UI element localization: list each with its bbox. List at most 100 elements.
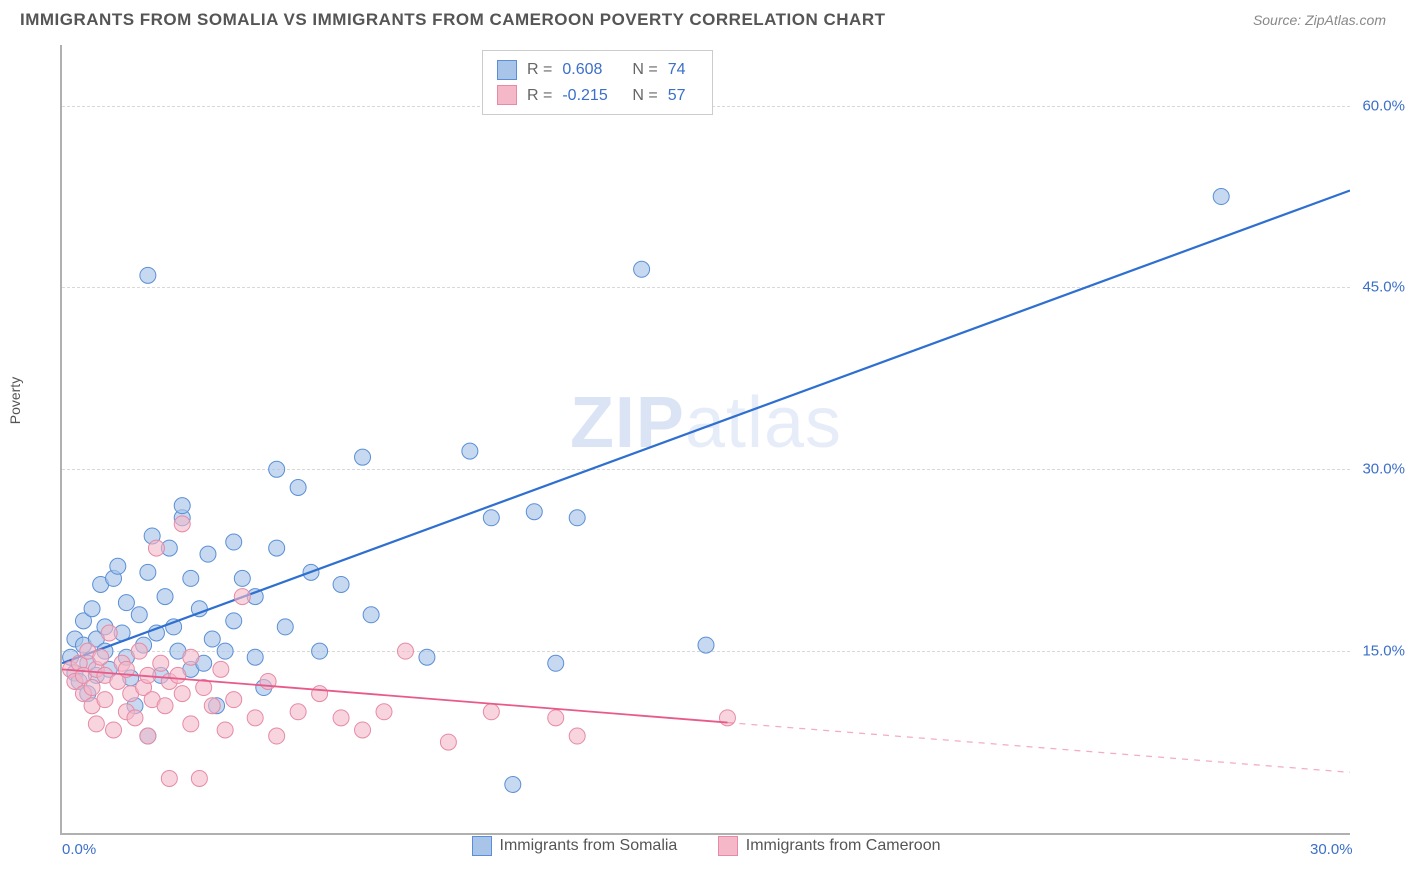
scatter-point [84,601,100,617]
watermark: ZIPatlas [570,382,842,464]
y-tick-label: 30.0% [1362,461,1405,478]
y-axis-label: Poverty [7,377,23,424]
scatter-point [217,722,233,738]
scatter-point [75,667,91,683]
scatter-point [174,510,190,526]
scatter-point [118,661,134,677]
scatter-point [183,716,199,732]
swatch-series-1 [497,85,517,105]
scatter-point [226,534,242,550]
bottom-legend: Immigrants from Somalia Immigrants from … [62,836,1350,861]
scatter-point [144,692,160,708]
scatter-point [118,704,134,720]
scatter-overlay [62,45,1350,833]
scatter-point [123,686,139,702]
scatter-point [148,625,164,641]
scatter-point [140,564,156,580]
scatter-point [196,680,212,696]
source-label: Source: ZipAtlas.com [1253,12,1386,28]
legend-swatch-1 [718,836,738,856]
chart-title: IMMIGRANTS FROM SOMALIA VS IMMIGRANTS FR… [20,10,886,30]
scatter-point [505,777,521,793]
scatter-point [355,449,371,465]
scatter-point [80,655,96,671]
scatter-point [101,661,117,677]
scatter-point [355,722,371,738]
legend-label-1: Immigrants from Cameroon [746,837,941,855]
scatter-point [376,704,392,720]
stats-row-series-0: R = 0.608 N = 74 [497,57,698,83]
scatter-point [204,698,220,714]
scatter-point [196,655,212,671]
scatter-point [84,698,100,714]
scatter-point [157,589,173,605]
legend-item-series-0: Immigrants from Somalia [472,836,678,856]
gridline [62,287,1350,288]
scatter-point [88,661,104,677]
scatter-point [191,770,207,786]
scatter-point [226,613,242,629]
y-tick-label: 15.0% [1362,643,1405,660]
scatter-point [67,673,83,689]
scatter-point [114,625,130,641]
scatter-point [569,728,585,744]
legend-item-series-1: Immigrants from Cameroon [718,836,941,856]
scatter-point [166,619,182,635]
scatter-point [719,710,735,726]
scatter-point [140,728,156,744]
scatter-point [127,710,143,726]
scatter-point [80,686,96,702]
scatter-point [569,510,585,526]
scatter-point [67,631,83,647]
scatter-point [97,619,113,635]
scatter-point [153,667,169,683]
scatter-point [209,698,225,714]
scatter-point [161,540,177,556]
scatter-point [256,680,272,696]
scatter-point [131,607,147,623]
y-tick-label: 60.0% [1362,97,1405,114]
scatter-point [75,613,91,629]
scatter-point [110,673,126,689]
scatter-point [462,443,478,459]
scatter-point [123,670,139,686]
scatter-point [174,686,190,702]
scatter-point [88,631,104,647]
scatter-point [97,667,113,683]
scatter-point [75,686,91,702]
stats-row-series-1: R = -0.215 N = 57 [497,83,698,109]
scatter-point [269,540,285,556]
scatter-point [333,576,349,592]
scatter-point [226,692,242,708]
scatter-point [118,595,134,611]
scatter-point [140,267,156,283]
stats-box: R = 0.608 N = 74 R = -0.215 N = 57 [482,50,713,115]
chart-container: Poverty ZIPatlas R = 0.608 N = 74 R = -0… [50,45,1350,835]
gridline [62,469,1350,470]
scatter-point [71,655,87,671]
scatter-point [200,546,216,562]
scatter-point [1213,189,1229,205]
scatter-point [548,655,564,671]
scatter-point [333,710,349,726]
scatter-point [136,680,152,696]
scatter-point [269,728,285,744]
scatter-point [234,589,250,605]
scatter-point [277,619,293,635]
scatter-point [213,661,229,677]
scatter-point [204,631,220,647]
scatter-point [97,692,113,708]
scatter-point [140,728,156,744]
regression-line [62,190,1350,663]
legend-swatch-0 [472,836,492,856]
plot-area: ZIPatlas R = 0.608 N = 74 R = -0.215 N =… [60,45,1350,835]
scatter-point [106,722,122,738]
scatter-point [174,498,190,514]
scatter-point [161,673,177,689]
scatter-point [114,655,130,671]
scatter-point [84,680,100,696]
legend-label-0: Immigrants from Somalia [500,837,678,855]
scatter-point [440,734,456,750]
scatter-point [88,716,104,732]
scatter-point [88,667,104,683]
